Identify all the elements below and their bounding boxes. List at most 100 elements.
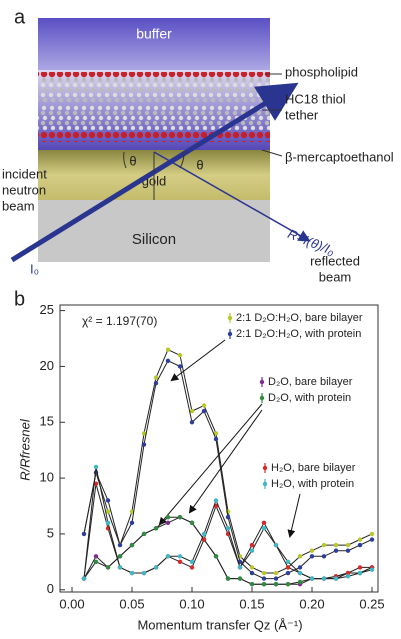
- buffer-label: buffer: [136, 26, 172, 42]
- silicon-label: Silicon: [132, 231, 176, 248]
- data-point: [345, 570, 351, 576]
- data-point: [141, 531, 147, 537]
- data-point: [153, 565, 159, 570]
- data-point: [369, 567, 375, 572]
- data-point: [129, 542, 135, 548]
- data-point: [129, 570, 135, 576]
- legend-marker: [227, 331, 233, 337]
- legend-marker: [259, 395, 265, 401]
- data-point: [213, 554, 219, 559]
- data-point: [153, 375, 159, 380]
- data-point: [153, 526, 159, 531]
- legend-marker: [227, 315, 233, 321]
- mercapto-label: β-mercaptoethanol: [285, 149, 394, 164]
- data-point: [261, 576, 267, 581]
- panel-label: b: [14, 288, 25, 310]
- data-point: [189, 520, 195, 525]
- y-tick-label: 25: [40, 302, 54, 317]
- data-point: [201, 537, 207, 542]
- data-point: [165, 514, 171, 520]
- x-tick-label: 0.15: [239, 596, 264, 611]
- data-point: [357, 565, 363, 570]
- legend-marker: [262, 465, 268, 471]
- data-point: [117, 554, 123, 559]
- data-point: [201, 531, 207, 537]
- data-point: [273, 542, 279, 548]
- data-point: [357, 570, 363, 576]
- data-point: [129, 520, 135, 525]
- y-tick-label: 20: [40, 358, 54, 373]
- incident-label: neutron: [2, 182, 46, 197]
- data-point: [225, 526, 231, 531]
- data-point: [321, 576, 327, 581]
- angle-arc: [123, 151, 127, 169]
- data-point: [141, 442, 147, 447]
- legend-label: 2:1 D₂O:H₂O, with protein: [236, 328, 361, 340]
- x-tick-label: 0.25: [359, 596, 384, 611]
- plot: 0 5 10 15 20 25 0.00 0.05 0.10 0.15 0.20 0.25 2:1 D₂…: [40, 302, 385, 611]
- bilayer: [38, 72, 270, 142]
- data-point: [249, 581, 255, 587]
- legend-marker: [259, 379, 265, 385]
- data-point: [285, 559, 291, 565]
- data-point: [93, 481, 99, 486]
- data-point: [177, 353, 183, 358]
- silicon-layer: [38, 200, 270, 262]
- data-point: [177, 559, 183, 565]
- data-point: [249, 570, 255, 576]
- plot-frame: [59, 304, 379, 593]
- data-point: [333, 548, 339, 553]
- data-point: [261, 581, 267, 587]
- data-point: [369, 531, 375, 537]
- data-point: [165, 358, 171, 364]
- legend-label: H₂O, bare bilayer: [271, 462, 356, 474]
- data-point: [213, 431, 219, 436]
- x-axis-label: Momentum transfer Qz (Å⁻¹): [137, 617, 302, 632]
- data-point: [249, 542, 255, 548]
- data-point: [165, 520, 171, 525]
- y-tick-label: 5: [47, 525, 54, 540]
- data-point: [345, 574, 351, 579]
- data-point: [189, 420, 195, 425]
- data-point: [81, 576, 87, 581]
- data-point: [357, 537, 363, 542]
- data-point: [213, 436, 219, 442]
- x-tick-label: 0.00: [59, 596, 84, 611]
- data-point: [261, 570, 267, 576]
- data-point: [333, 542, 339, 548]
- pointer: [261, 149, 283, 157]
- data-point: [261, 526, 267, 531]
- reflected-label: beam: [319, 269, 352, 284]
- data-point: [201, 408, 207, 414]
- data-point: [165, 347, 171, 352]
- data-point: [141, 570, 147, 576]
- buffer-layer: [38, 18, 270, 78]
- data-point: [273, 581, 279, 587]
- arrow: [158, 403, 263, 526]
- data-point: [165, 554, 171, 559]
- data-point: [189, 559, 195, 565]
- data-point: [345, 542, 351, 548]
- y-tick-label: 0: [47, 581, 54, 596]
- data-point: [81, 531, 87, 537]
- arrow: [287, 493, 301, 538]
- data-point: [153, 380, 159, 386]
- data-point: [321, 542, 327, 548]
- data-point: [321, 554, 327, 559]
- annotation: χ² = 1.197(70): [82, 314, 157, 328]
- data-point: [309, 548, 315, 553]
- data-point: [285, 565, 291, 570]
- data-point: [261, 520, 267, 525]
- x-tick-label: 0.20: [299, 596, 324, 611]
- data-point: [189, 408, 195, 414]
- legend-label: H₂O, with protein: [271, 478, 354, 490]
- data-point: [237, 576, 243, 581]
- data-point: [273, 570, 279, 576]
- data-point: [189, 565, 195, 570]
- data-point: [357, 542, 363, 548]
- x-tick-label: 0.10: [179, 596, 204, 611]
- data-point: [93, 554, 99, 559]
- i0-label: I₀: [30, 261, 39, 276]
- data-point: [297, 565, 303, 570]
